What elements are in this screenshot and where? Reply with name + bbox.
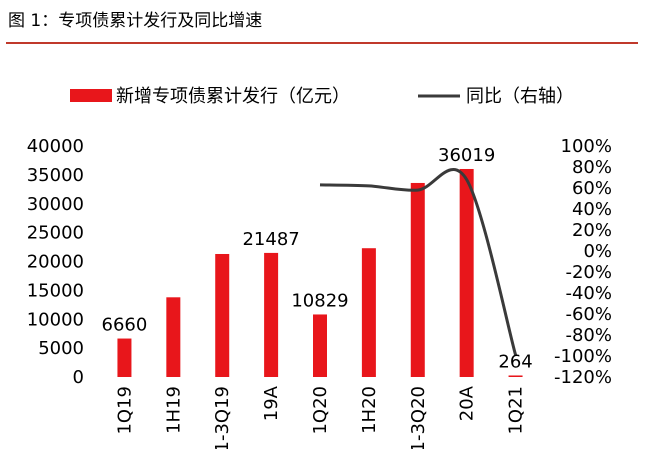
left-tick-label: 10000 [27, 309, 84, 330]
right-tick-label: -20% [565, 262, 612, 283]
right-tick-label: 0% [583, 241, 612, 262]
bar-1H19 [166, 297, 181, 377]
x-tick-label: 1H20 [359, 386, 380, 434]
left-tick-label: 0 [73, 367, 84, 388]
right-axis: -120%-100%-80%-60%-40%-20%0%20%40%60%80%… [554, 136, 612, 388]
yoy-line [319, 168, 518, 356]
left-tick-label: 25000 [27, 223, 84, 244]
right-tick-label: -80% [565, 325, 612, 346]
left-tick-label: 5000 [38, 338, 84, 359]
x-tick-label: 1Q21 [506, 386, 527, 435]
bar-1Q20 [313, 314, 327, 377]
left-axis: 0 5000 10000 15000 20000 25000 30000 35000 40000 [27, 136, 84, 388]
x-axis: 1Q19 1H19 1-3Q19 19A 1Q20 1H20 1-3Q20 20A 1Q21 [114, 385, 526, 449]
right-tick-label: -120% [554, 367, 612, 388]
chart-title: 图 1：专项债累计发行及同比增速 [8, 11, 263, 31]
legend-bar-swatch [70, 89, 112, 102]
data-label: 36019 [438, 145, 495, 166]
x-tick-label: 1-3Q19 [212, 386, 233, 449]
left-tick-label: 35000 [27, 165, 84, 186]
data-label: 6660 [102, 315, 148, 336]
title-divider [6, 42, 638, 44]
x-tick-label: 20A [457, 385, 478, 421]
bar-1Q21 [508, 375, 523, 377]
bar-19A [264, 252, 279, 377]
x-tick-label: 1Q20 [310, 386, 331, 435]
data-label: 264 [498, 351, 532, 372]
left-tick-label: 20000 [27, 252, 84, 273]
left-tick-label: 30000 [27, 194, 84, 215]
line-series [319, 168, 518, 356]
bar-1Q19 [117, 338, 132, 377]
right-tick-label: -100% [554, 346, 612, 367]
bar-series [117, 168, 523, 377]
right-tick-label: -60% [565, 304, 612, 325]
bar-1H20 [361, 248, 376, 377]
x-tick-label: 1H19 [163, 386, 184, 434]
data-label: 10829 [291, 290, 348, 311]
right-tick-label: 20% [572, 220, 612, 241]
legend: 新增专项债累计发行（亿元） 同比（右轴） [70, 86, 574, 107]
right-tick-label: 100% [561, 136, 612, 157]
left-tick-label: 40000 [27, 136, 84, 157]
x-tick-label: 1Q19 [114, 386, 135, 435]
bar-1-3Q19 [215, 253, 230, 377]
right-tick-label: 60% [572, 178, 612, 199]
data-label: 21487 [242, 229, 299, 250]
bar-1-3Q20 [410, 182, 425, 377]
legend-bar-label: 新增专项债累计发行（亿元） [116, 86, 350, 107]
legend-line-label: 同比（右轴） [466, 86, 574, 107]
bar-20A [459, 168, 474, 377]
x-tick-label: 19A [261, 385, 282, 421]
x-tick-label: 1-3Q20 [408, 386, 429, 449]
right-tick-label: -40% [565, 283, 612, 304]
data-labels: 6660 21487 10829 36019 264 [102, 145, 533, 372]
left-tick-label: 15000 [27, 280, 84, 301]
right-tick-label: 80% [572, 157, 612, 178]
right-tick-label: 40% [572, 199, 612, 220]
